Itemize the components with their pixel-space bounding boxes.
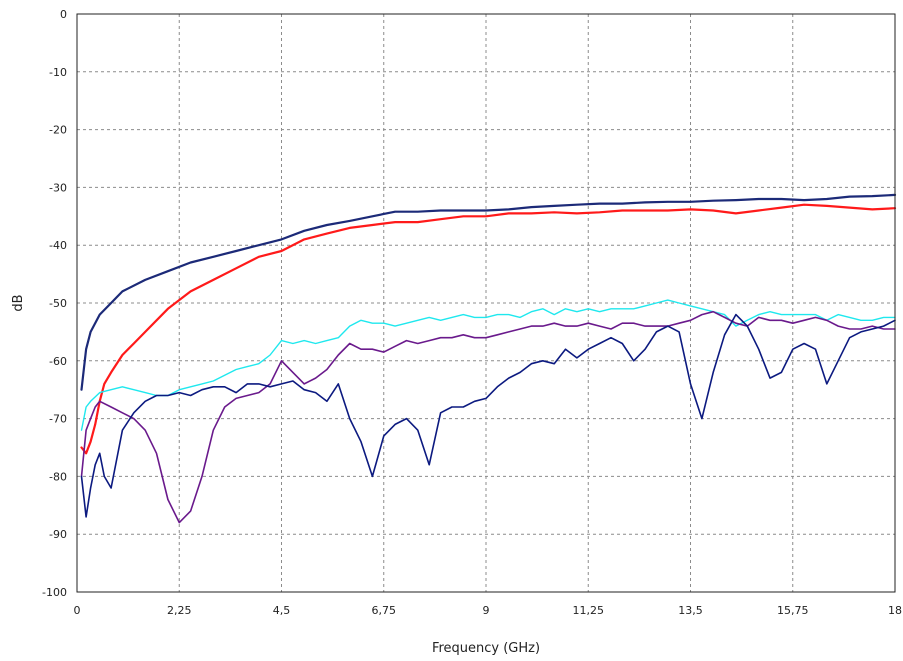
plot-frame	[76, 13, 896, 593]
y-tick-label: -10	[49, 66, 67, 79]
series-line-1	[80, 193, 897, 391]
y-tick-label: -30	[49, 181, 67, 194]
y-tick-label: -70	[49, 413, 67, 426]
y-tick-label: -60	[49, 355, 67, 368]
series-lines	[80, 193, 897, 524]
y-axis-tick-labels: 0 -10 -20 -30 -40 -50 -60 -70 -80 -90 -100	[42, 8, 67, 599]
x-tick-label: 2,25	[167, 604, 192, 617]
x-tick-label: 15,75	[777, 604, 809, 617]
x-tick-label: 6,75	[372, 604, 397, 617]
y-tick-label: -50	[49, 297, 67, 310]
y-tick-label: -100	[42, 586, 67, 599]
y-tick-label: 0	[60, 8, 67, 21]
y-tick-label: -80	[49, 470, 67, 483]
x-axis-tick-labels: 0 2,25 4,5 6,75 9 11,25 13,5 15,75 18	[74, 604, 903, 617]
y-axis-label: dB	[11, 294, 26, 311]
x-tick-label: 18	[888, 604, 902, 617]
y-tick-label: -40	[49, 239, 67, 252]
series-line-2	[80, 203, 897, 455]
series-line-5	[80, 313, 896, 518]
grid-lines	[77, 14, 895, 592]
y-tick-label: -90	[49, 528, 67, 541]
x-tick-label: 4,5	[273, 604, 291, 617]
x-tick-label: 9	[483, 604, 490, 617]
x-tick-label: 0	[74, 604, 81, 617]
y-tick-label: -20	[49, 124, 67, 137]
x-tick-label: 11,25	[573, 604, 605, 617]
series-line-3	[80, 299, 896, 431]
series-line-4	[80, 310, 896, 524]
x-tick-label: 13,5	[678, 604, 703, 617]
x-axis-label: Frequency (GHz)	[432, 641, 540, 656]
